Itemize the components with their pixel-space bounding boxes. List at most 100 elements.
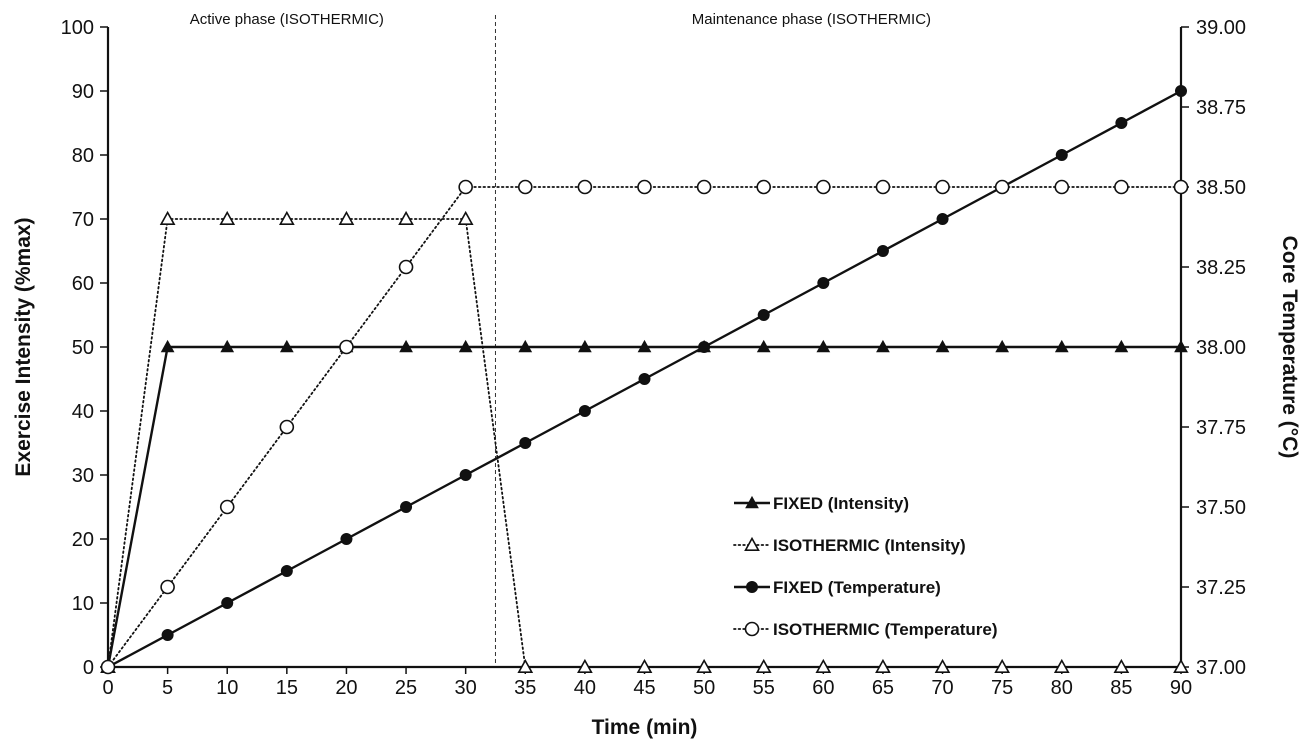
series-line (106, 345, 1181, 668)
x-tick-label: 65 (872, 677, 894, 699)
x-tick-label: 25 (395, 677, 417, 699)
data-point (279, 339, 294, 353)
data-point (995, 339, 1010, 353)
data-point (876, 245, 889, 257)
y-tick-label: 30 (72, 465, 94, 487)
y-axis-title: Exercise Intensity (%max) (12, 217, 35, 476)
data-point (518, 339, 533, 353)
data-point (578, 339, 592, 353)
data-point (220, 339, 235, 353)
data-point (1174, 339, 1188, 353)
data-point (934, 658, 951, 674)
x-tick-label: 10 (216, 677, 238, 699)
data-point (816, 179, 831, 195)
x-tick-label: 0 (102, 677, 113, 699)
data-point (458, 339, 473, 353)
y2-tick-label: 37.25 (1196, 577, 1246, 599)
data-point (638, 373, 651, 385)
legend-item-fixed-temperature: FIXED (Temperature) (734, 578, 941, 597)
x-tick-label: 5 (162, 677, 173, 699)
data-point (161, 629, 174, 641)
data-point (280, 565, 293, 577)
data-point (696, 658, 712, 674)
series-line (107, 218, 1182, 668)
data-point (219, 499, 235, 515)
y-tick-label: 40 (72, 401, 94, 423)
data-point (160, 579, 175, 595)
data-point (1055, 149, 1068, 161)
data-point (1053, 658, 1070, 674)
x-tick-label: 35 (514, 677, 536, 699)
x-tick-label: 55 (753, 677, 775, 699)
y2-tick-label: 38.25 (1196, 257, 1246, 279)
x-axis-title: Time (min) (592, 716, 698, 739)
data-point (1114, 179, 1129, 195)
data-point (816, 339, 831, 353)
legend-label: ISOTHERMIC (Intensity) (773, 536, 966, 555)
data-point (160, 339, 175, 353)
data-point (278, 210, 295, 225)
data-point (756, 179, 772, 195)
y-tick-label: 100 (61, 17, 94, 39)
legend-swatch-marker (746, 581, 758, 593)
data-point (1173, 179, 1189, 195)
phase-label: Maintenance phase (ISOTHERMIC) (692, 11, 931, 28)
legend-item-isothermic-intensity: ISOTHERMIC (Intensity) (733, 536, 966, 555)
data-point (1054, 179, 1070, 195)
legend-item-fixed-intensity: FIXED (Intensity) (734, 494, 909, 513)
series-group (100, 85, 1189, 675)
data-point (994, 658, 1011, 674)
data-point (935, 339, 950, 353)
data-point (875, 658, 891, 674)
series-line (107, 186, 1182, 668)
y2-tick-label: 38.75 (1196, 97, 1246, 119)
y-axis-ticks: 0 10 20 30 40 50 60 70 80 90 100 (61, 17, 108, 679)
y-tick-label: 50 (72, 337, 94, 359)
data-point (1113, 658, 1130, 674)
data-point (1115, 117, 1128, 129)
legend-item-isothermic-temperature: ISOTHERMIC (Temperature) (733, 620, 998, 639)
data-point (1114, 339, 1129, 353)
data-point (339, 339, 354, 355)
data-point (757, 309, 770, 321)
y2-tick-label: 38.00 (1196, 337, 1246, 359)
legend-label: FIXED (Temperature) (773, 578, 941, 597)
phase-annotations: Active phase (ISOTHERMIC) Maintenance pha… (190, 11, 931, 28)
x-tick-label: 60 (812, 677, 834, 699)
x-tick-label: 20 (335, 677, 357, 699)
x-tick-label: 90 (1170, 677, 1192, 699)
series-isothermic-intensity (100, 210, 1189, 674)
x-tick-label: 45 (633, 677, 655, 699)
data-point (221, 597, 234, 609)
x-tick-label: 15 (276, 677, 298, 699)
legend-swatch-marker (744, 621, 760, 637)
y2-tick-label: 38.50 (1196, 177, 1246, 199)
data-point (519, 437, 532, 449)
x-tick-label: 80 (1051, 677, 1073, 699)
data-point (398, 210, 414, 225)
data-point (399, 339, 413, 353)
y2-axis-title: Core Temperature (°C) (1278, 236, 1301, 459)
y2-tick-label: 39.00 (1196, 17, 1246, 39)
data-point (400, 501, 413, 513)
data-point (875, 179, 891, 195)
data-point (578, 405, 591, 417)
y2-tick-label: 37.00 (1196, 657, 1246, 679)
data-point (756, 339, 771, 353)
legend: FIXED (Intensity) ISOTHERMIC (Intensity) F… (733, 494, 998, 639)
data-point (517, 179, 533, 195)
data-point (636, 658, 653, 674)
y-tick-label: 0 (83, 657, 94, 679)
data-point (159, 210, 176, 225)
data-point (459, 469, 472, 481)
y2-tick-label: 37.75 (1196, 417, 1246, 439)
x-tick-label: 75 (991, 677, 1013, 699)
y-tick-label: 10 (72, 593, 94, 615)
y2-axis-ticks: 37.00 37.25 37.50 37.75 38.00 38.25 38.50 38.75… (1181, 17, 1246, 679)
data-point (696, 179, 712, 195)
data-point (815, 658, 832, 674)
y2-tick-label: 37.50 (1196, 497, 1246, 519)
data-point (338, 210, 355, 225)
y-tick-label: 90 (72, 81, 94, 103)
y-tick-label: 80 (72, 145, 94, 167)
